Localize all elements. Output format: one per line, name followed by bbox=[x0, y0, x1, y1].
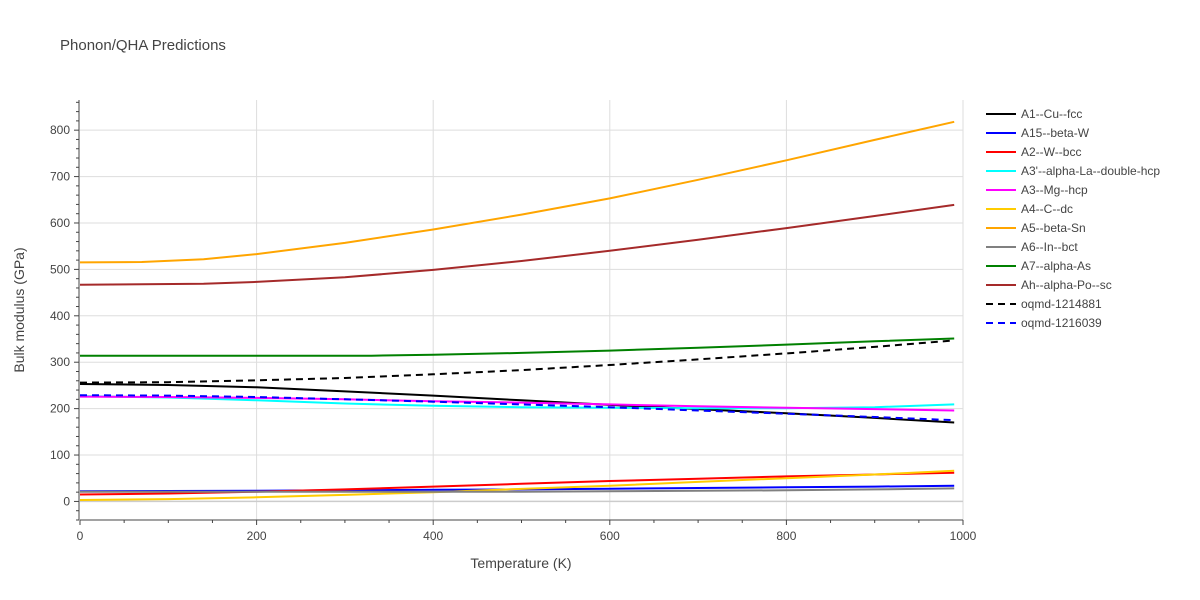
legend-label-a15-beta-w: A15--beta-W bbox=[1021, 126, 1090, 140]
x-axis-label: Temperature (K) bbox=[470, 555, 571, 571]
legend-label-a4-c-dc: A4--C--dc bbox=[1021, 202, 1073, 216]
x-tick-label: 600 bbox=[600, 529, 620, 543]
series-line-oqmd-1214881 bbox=[79, 339, 955, 384]
legend-label-a6-in-bct: A6--In--bct bbox=[1021, 240, 1078, 254]
y-tick-label: 0 bbox=[63, 494, 70, 508]
y-tick-label: 800 bbox=[50, 123, 70, 137]
legend-label-oqmd-1214881: oqmd-1214881 bbox=[1021, 297, 1102, 311]
legend-label-a7-alpha-as: A7--alpha-As bbox=[1021, 259, 1091, 273]
series-line-oqmd-1216039 bbox=[79, 394, 955, 422]
legend-label-a3-alpha-la-double-hcp: A3'--alpha-La--double-hcp bbox=[1021, 164, 1160, 178]
legend-label-a3-mg-hcp: A3--Mg--hcp bbox=[1021, 183, 1088, 197]
grid-lines bbox=[80, 100, 964, 520]
y-tick-label: 600 bbox=[50, 216, 70, 230]
y-axis-label: Bulk modulus (GPa) bbox=[11, 247, 27, 372]
legend-label-ah-alpha-po-sc: Ah--alpha-Po--sc bbox=[1021, 278, 1112, 292]
series-line-a6-in-bct bbox=[80, 487, 955, 493]
legend: A1--Cu--fcc A15--beta-W A2--W--bcc A3'--alp… bbox=[986, 107, 1160, 330]
axes bbox=[74, 100, 964, 525]
y-tick-label: 500 bbox=[50, 262, 70, 276]
x-tick-label: 1000 bbox=[950, 529, 977, 543]
series-line-a5-beta-sn bbox=[79, 120, 955, 264]
tick-labels: 0 200 400 600 800 1000 0 100 200 300 400 500 600 700 8… bbox=[50, 123, 977, 543]
plot-area bbox=[79, 120, 955, 501]
y-tick-label: 100 bbox=[50, 448, 70, 462]
legend-label-a5-beta-sn: A5--beta-Sn bbox=[1021, 221, 1086, 235]
chart-title: Phonon/QHA Predictions bbox=[60, 37, 226, 54]
y-tick-label: 400 bbox=[50, 309, 70, 323]
x-tick-label: 400 bbox=[423, 529, 443, 543]
series-line-ah-alpha-po-sc bbox=[79, 203, 955, 286]
series-line-a3-mg-hcp bbox=[79, 395, 955, 412]
legend-label-a1-cu-fcc: A1--Cu--fcc bbox=[1021, 107, 1082, 121]
y-tick-label: 700 bbox=[50, 170, 70, 184]
y-tick-label: 200 bbox=[50, 402, 70, 416]
y-tick-label: 300 bbox=[50, 355, 70, 369]
legend-label-oqmd-1216039: oqmd-1216039 bbox=[1021, 316, 1102, 330]
legend-label-a2-w-bcc: A2--W--bcc bbox=[1021, 145, 1081, 159]
x-tick-label: 800 bbox=[776, 529, 796, 543]
x-tick-label: 0 bbox=[77, 529, 84, 543]
series-line-a7-alpha-as bbox=[80, 337, 955, 357]
series-line-a4-c-dc bbox=[79, 469, 955, 501]
x-tick-label: 200 bbox=[247, 529, 267, 543]
